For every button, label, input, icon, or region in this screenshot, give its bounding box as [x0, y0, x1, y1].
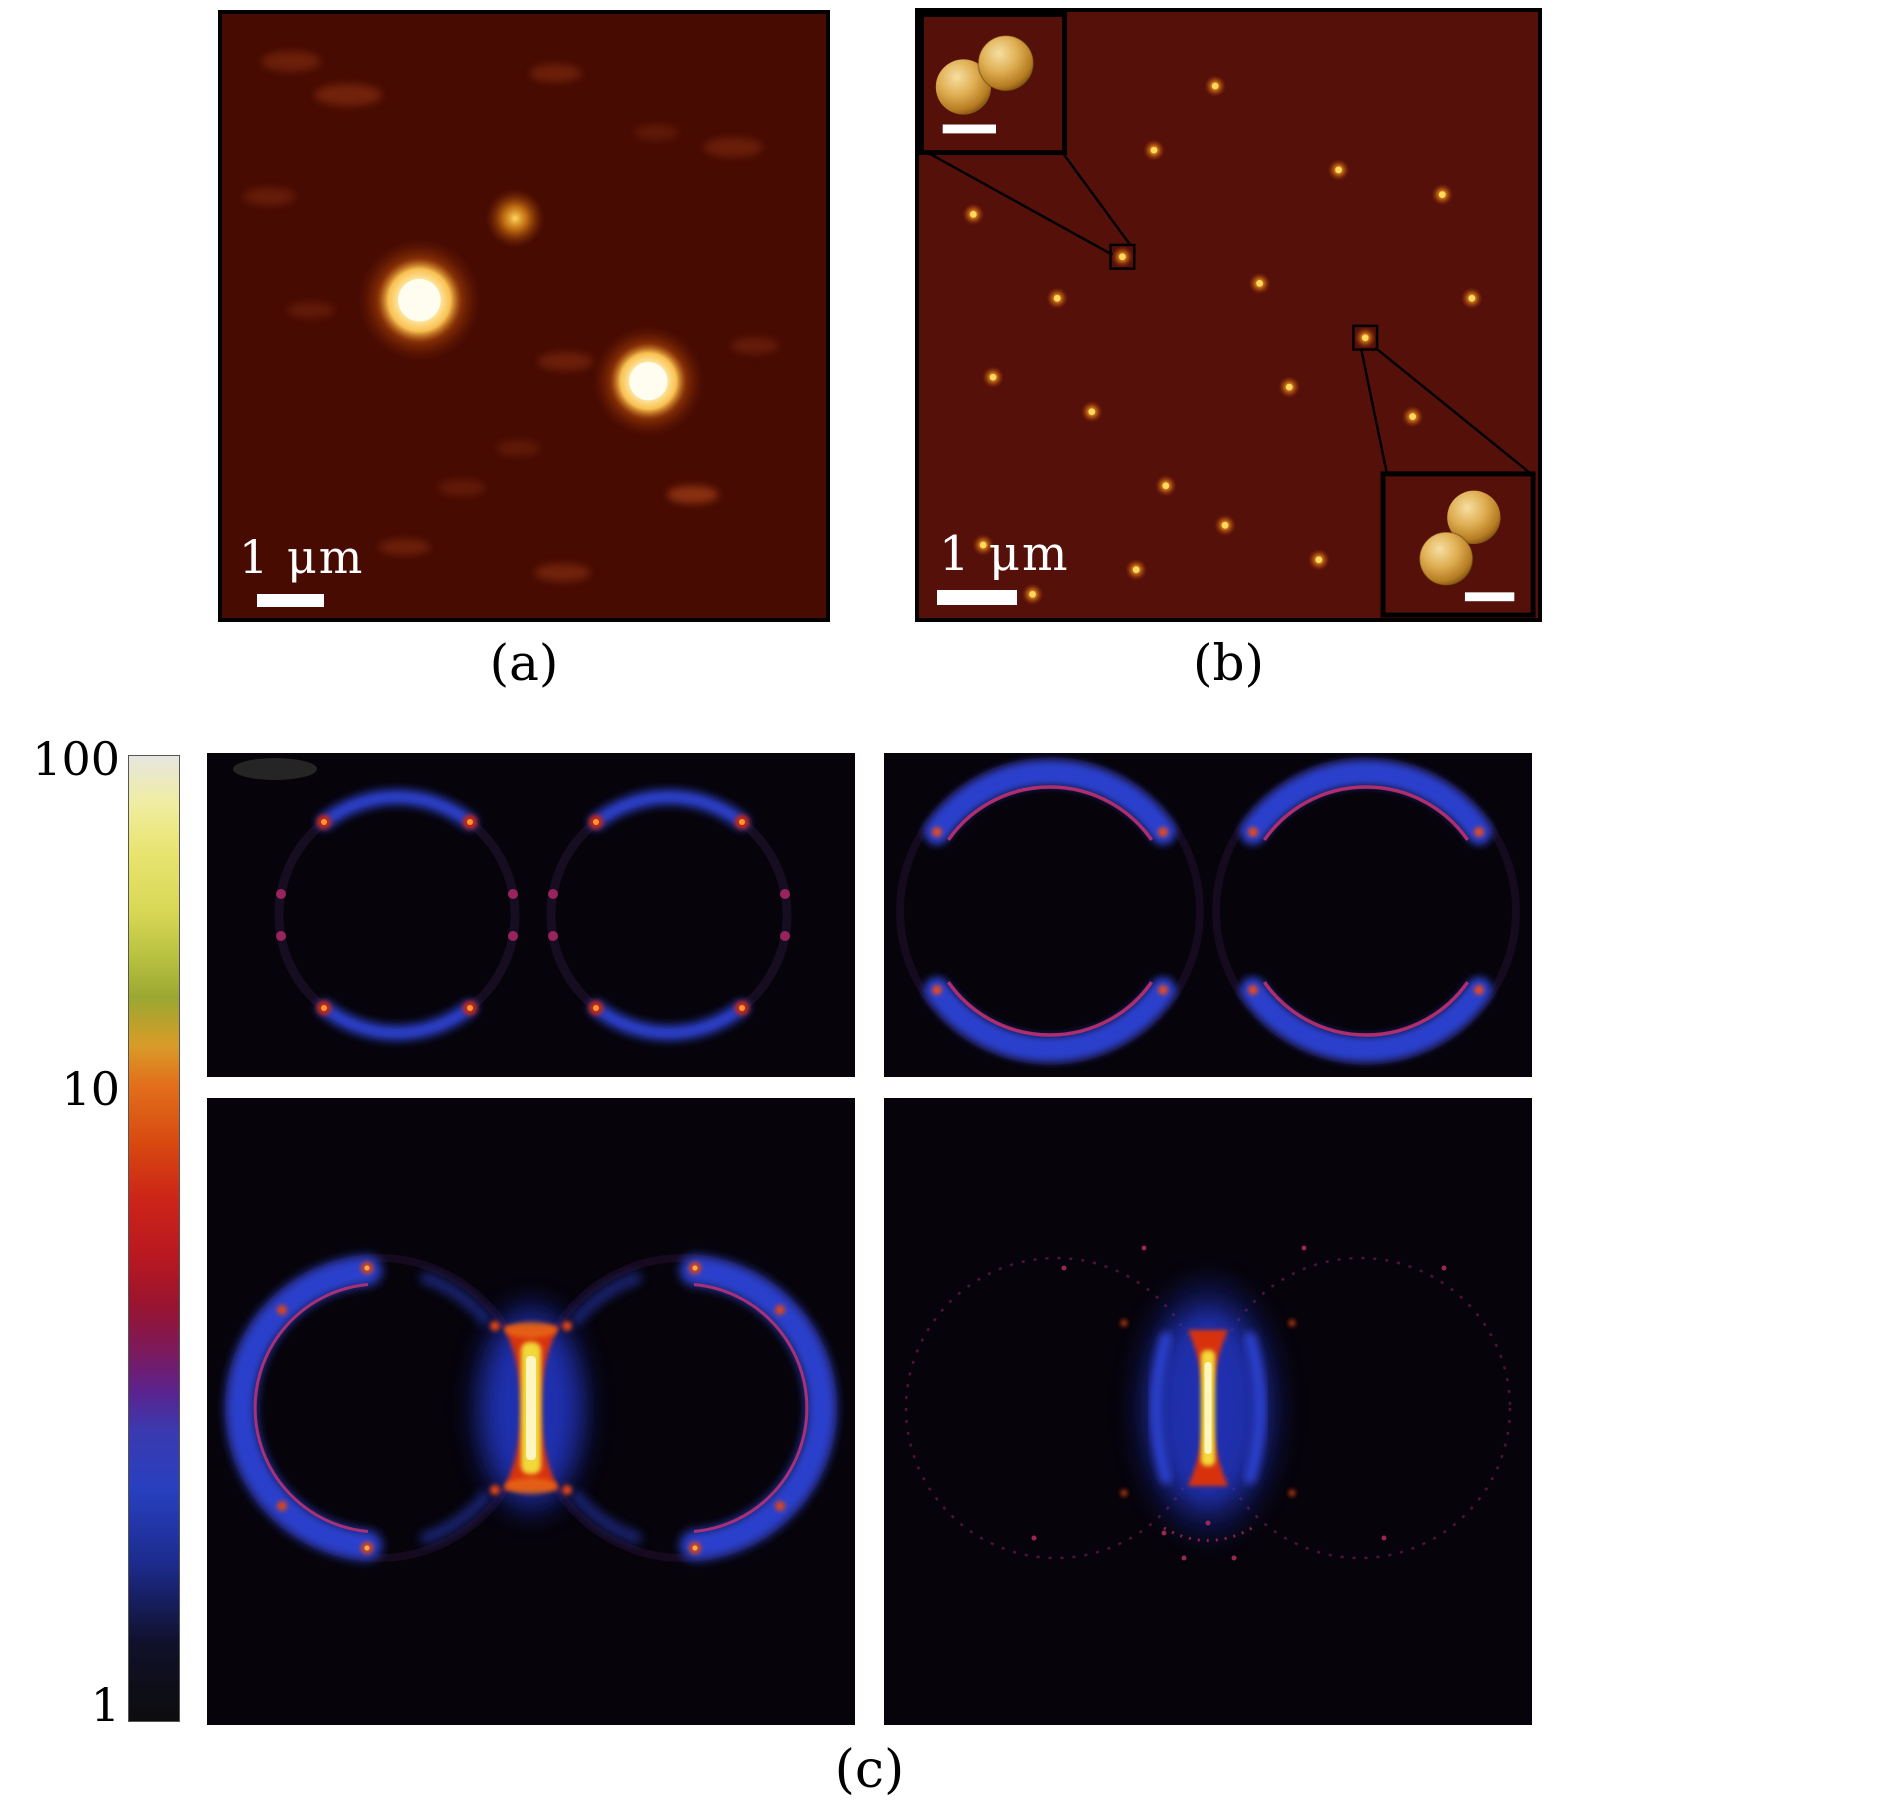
afm-b-canvas: [919, 12, 1536, 618]
simulation-map-4: [884, 1098, 1532, 1725]
scale-bar-a: [257, 594, 324, 607]
nanodisk-dimer-field-map: [274, 789, 792, 1041]
scale-bar-b: [937, 590, 1017, 605]
inset-scale-bar-1: [942, 124, 997, 134]
callout-square-2: [1352, 324, 1379, 351]
panel-b-label: (b): [1192, 634, 1265, 692]
nanodisk-dimer-field-map: [896, 757, 1520, 1065]
panel-c-label: (c): [834, 1740, 905, 1800]
afm-a-canvas: [243, 51, 779, 582]
nanoparticle-dots: [962, 75, 1483, 606]
afm-image-a: 1 μm: [218, 10, 830, 622]
scale-bar-label-a: 1 μm: [239, 530, 365, 584]
simulation-map-2: [884, 753, 1532, 1077]
inset-dimer-top-left: [919, 12, 1068, 156]
bright-particle-spots: [357, 188, 705, 438]
callout-square-1: [1109, 243, 1136, 270]
colorbar: [128, 755, 180, 1722]
simulation-map-3: [207, 1098, 855, 1725]
scan-artifact: [233, 758, 317, 780]
nanodisk-dimer-narrow-gap-map: [904, 1245, 1512, 1561]
faint-particle-spots: [243, 51, 779, 582]
afm-image-b: 1 μm: [915, 8, 1542, 622]
inset-scale-bar-2: [1464, 592, 1515, 602]
colorbar-tick-1: 1: [90, 1678, 120, 1732]
colorbar-tick-10: 10: [61, 1062, 120, 1116]
callout-lines: [926, 151, 1532, 475]
nanodisk-dimer-gap-hotspot-map: [225, 1254, 837, 1562]
inset-dimer-bottom-right: [1380, 471, 1536, 618]
colorbar-tick-100: 100: [32, 732, 120, 786]
scale-bar-label-b: 1 μm: [939, 526, 1070, 582]
simulation-map-1: [207, 753, 855, 1077]
panel-a-label: (a): [489, 634, 559, 692]
